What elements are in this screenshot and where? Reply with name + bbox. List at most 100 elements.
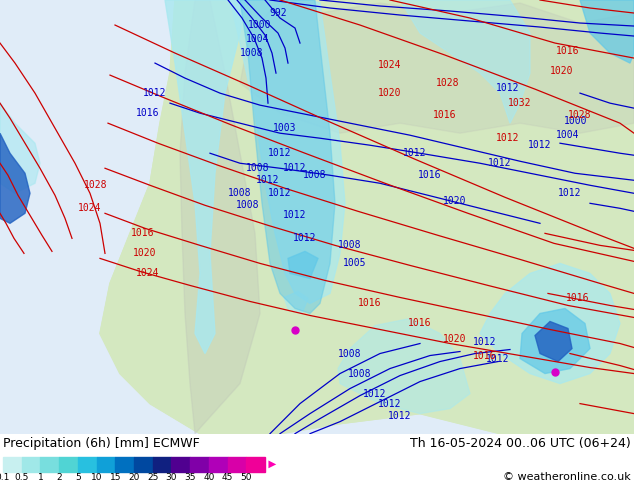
Polygon shape [240, 0, 335, 314]
Bar [246, 457, 265, 471]
Text: 1016: 1016 [418, 170, 442, 180]
Bar [115, 457, 134, 471]
Text: 1012: 1012 [378, 398, 402, 409]
Text: 1012: 1012 [363, 389, 387, 398]
Text: 1012: 1012 [528, 140, 552, 150]
Text: 1012: 1012 [388, 411, 411, 420]
Text: 1028: 1028 [436, 78, 460, 88]
Polygon shape [240, 0, 634, 133]
Text: 30: 30 [165, 472, 177, 482]
Text: 1008: 1008 [240, 48, 264, 58]
Bar [171, 457, 190, 471]
Text: 1012: 1012 [496, 83, 520, 93]
Text: 35: 35 [184, 472, 196, 482]
Text: 1012: 1012 [559, 188, 582, 198]
Text: 1028: 1028 [568, 110, 592, 120]
Polygon shape [230, 0, 345, 303]
Text: 1028: 1028 [84, 180, 108, 190]
Bar [3, 457, 22, 471]
Bar [78, 457, 96, 471]
Text: 15: 15 [110, 472, 121, 482]
Text: 1000: 1000 [249, 20, 272, 30]
Text: 50: 50 [240, 472, 252, 482]
Text: 1016: 1016 [556, 46, 579, 56]
Text: 1012: 1012 [496, 133, 520, 143]
Text: 1008: 1008 [246, 163, 269, 173]
Polygon shape [180, 0, 260, 434]
Bar [41, 457, 59, 471]
Polygon shape [0, 133, 30, 223]
Text: 1000: 1000 [564, 116, 588, 126]
Bar [153, 457, 171, 471]
Bar [22, 457, 41, 471]
Text: 1008: 1008 [339, 241, 362, 250]
Text: 1012: 1012 [283, 163, 307, 173]
Text: 1012: 1012 [256, 175, 280, 185]
Polygon shape [284, 292, 308, 314]
Text: 25: 25 [147, 472, 158, 482]
Text: 1008: 1008 [348, 368, 372, 379]
Text: 1004: 1004 [246, 34, 269, 44]
Text: 1008: 1008 [339, 348, 362, 359]
Polygon shape [520, 309, 590, 373]
Polygon shape [400, 0, 530, 123]
Text: 1: 1 [37, 472, 43, 482]
Text: 2: 2 [56, 472, 62, 482]
Polygon shape [338, 318, 470, 414]
Text: 1016: 1016 [433, 110, 456, 120]
Text: 40: 40 [203, 472, 214, 482]
Text: 1005: 1005 [343, 258, 366, 269]
Text: 1016: 1016 [136, 108, 160, 118]
Text: 1012: 1012 [283, 210, 307, 221]
Text: 1008: 1008 [236, 200, 260, 210]
Text: 1020: 1020 [443, 196, 467, 206]
Polygon shape [165, 0, 245, 353]
Bar [134, 457, 153, 471]
Text: 1032: 1032 [508, 98, 532, 108]
Text: 1012: 1012 [268, 148, 292, 158]
Bar [209, 457, 228, 471]
Bar [228, 457, 246, 471]
Text: 10: 10 [91, 472, 102, 482]
Text: 1016: 1016 [473, 350, 497, 361]
Text: 1024: 1024 [378, 60, 402, 70]
Text: 0.1: 0.1 [0, 472, 10, 482]
Polygon shape [100, 0, 634, 434]
Text: 1016: 1016 [566, 294, 590, 303]
Text: 1016: 1016 [358, 298, 382, 308]
Text: 45: 45 [222, 472, 233, 482]
Text: 1020: 1020 [133, 248, 157, 258]
Text: 1020: 1020 [550, 66, 574, 76]
Text: 1008: 1008 [303, 170, 327, 180]
Text: 1012: 1012 [294, 233, 317, 244]
Text: 1024: 1024 [78, 203, 101, 213]
Text: 1016: 1016 [408, 318, 432, 328]
Polygon shape [0, 0, 100, 434]
Text: © weatheronline.co.uk: © weatheronline.co.uk [503, 472, 631, 482]
Text: 1012: 1012 [473, 337, 497, 346]
Text: 1004: 1004 [556, 130, 579, 140]
Polygon shape [0, 103, 40, 193]
Text: 1012: 1012 [268, 188, 292, 198]
Text: 1012: 1012 [403, 148, 427, 158]
Text: Precipitation (6h) [mm] ECMWF: Precipitation (6h) [mm] ECMWF [3, 437, 200, 450]
Text: 992: 992 [269, 8, 287, 18]
Text: 1012: 1012 [143, 88, 167, 98]
Bar [96, 457, 115, 471]
Text: Th 16-05-2024 00..06 UTC (06+24): Th 16-05-2024 00..06 UTC (06+24) [410, 437, 631, 450]
Bar [59, 457, 78, 471]
Text: 1003: 1003 [273, 123, 297, 133]
Polygon shape [288, 251, 318, 278]
Text: 5: 5 [75, 472, 81, 482]
Text: 1012: 1012 [488, 158, 512, 168]
Polygon shape [480, 264, 620, 384]
Text: 0.5: 0.5 [15, 472, 29, 482]
Text: 1024: 1024 [136, 269, 160, 278]
Polygon shape [580, 0, 634, 63]
Polygon shape [100, 0, 634, 434]
Text: 1020: 1020 [378, 88, 402, 98]
Text: 1012: 1012 [486, 354, 510, 364]
Text: 1020: 1020 [443, 334, 467, 343]
Polygon shape [535, 321, 572, 362]
Text: 1008: 1008 [228, 188, 252, 198]
